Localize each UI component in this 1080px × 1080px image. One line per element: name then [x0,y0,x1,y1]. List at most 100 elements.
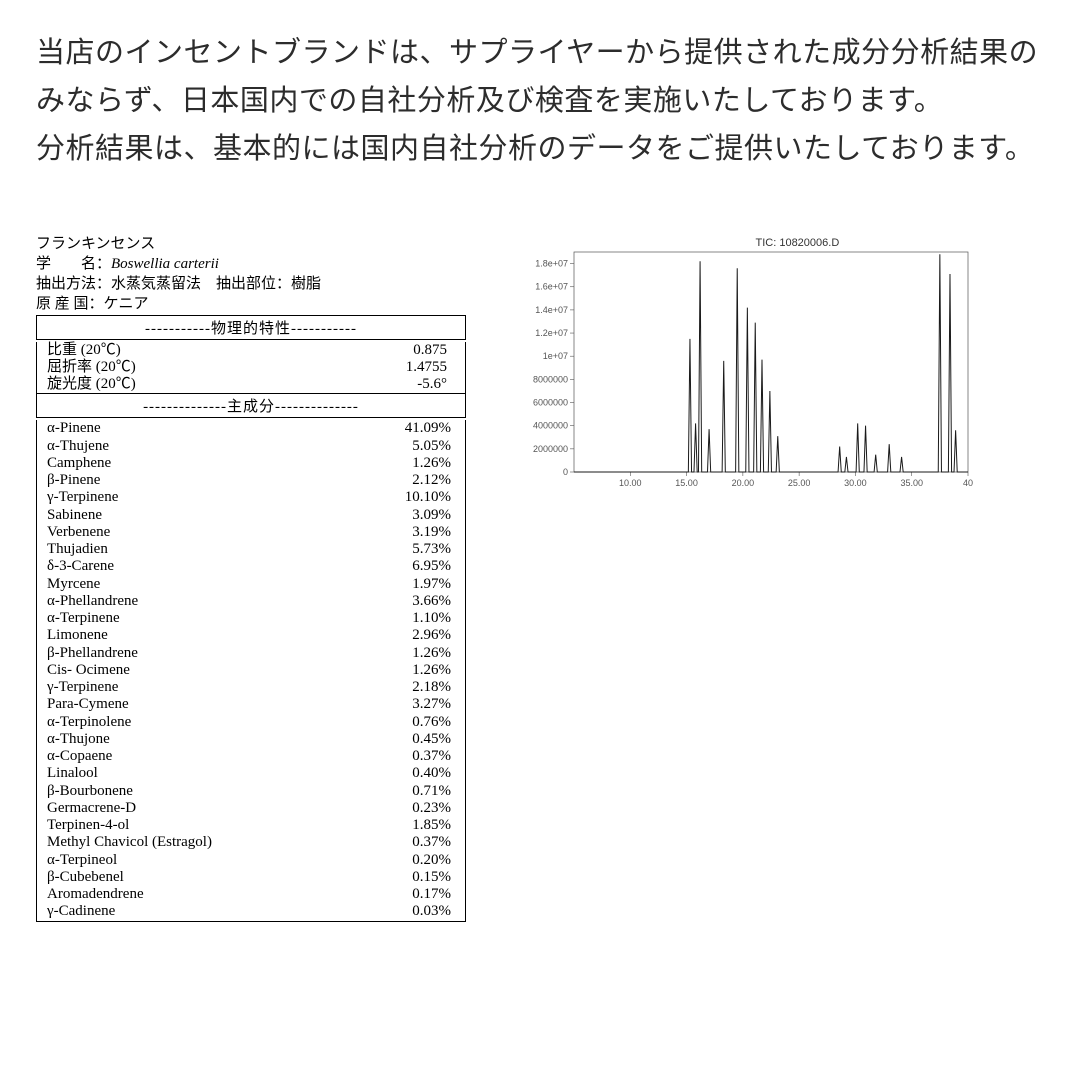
table-row: γ-Terpinene10.10% [37,489,466,506]
compound-pct: 2.12% [328,472,465,489]
composition-table: α-Pinene41.09%α-Thujene5.05%Camphene1.26… [36,420,466,921]
table-row: Limonene2.96% [37,627,466,644]
svg-text:40: 40 [963,478,973,488]
compound-name: Cis- Ocimene [37,662,329,679]
chromatogram-svg: TIC: 10820006.D0200000040000006000000800… [506,234,976,494]
svg-text:15.00: 15.00 [675,478,698,488]
compound-name: Thujadien [37,541,329,558]
table-row: Germacrene-D0.23% [37,800,466,817]
svg-text:1e+07: 1e+07 [543,351,568,361]
compound-name: β-Bourbonene [37,783,329,800]
table-row: α-Pinene41.09% [37,420,466,437]
compound-name: γ-Terpinene [37,489,329,506]
prop-value: 0.875 [328,342,465,359]
compound-name: Para-Cymene [37,696,329,713]
table-row: Thujadien5.73% [37,541,466,558]
svg-text:20.00: 20.00 [732,478,755,488]
compound-name: β-Phellandrene [37,645,329,662]
compound-pct: 10.10% [328,489,465,506]
table-row: β-Pinene2.12% [37,472,466,489]
table-row: γ-Cadinene0.03% [37,903,466,921]
table-row: α-Terpineol0.20% [37,852,466,869]
compound-pct: 41.09% [328,420,465,437]
svg-text:1.8e+07: 1.8e+07 [535,258,568,268]
table-row: α-Thujone0.45% [37,731,466,748]
svg-text:25.00: 25.00 [788,478,811,488]
table-row: 屈折率 (20℃)1.4755 [37,359,466,376]
compound-name: α-Terpinene [37,610,329,627]
compound-pct: 0.20% [328,852,465,869]
svg-text:TIC: 10820006.D: TIC: 10820006.D [756,237,840,249]
extraction-row: 抽出方法：水蒸気蒸留法 抽出部位：樹脂 [36,274,466,294]
intro-p2: 分析結果は、基本的には国内自社分析のデータをご提供いたしております。 [36,126,1044,174]
compound-pct: 2.96% [328,627,465,644]
compound-pct: 1.85% [328,817,465,834]
table-row: α-Terpinene1.10% [37,610,466,627]
compound-name: Sabinene [37,507,329,524]
compound-pct: 0.71% [328,783,465,800]
product-name: フランキンセンス [36,234,466,254]
compound-name: α-Terpinolene [37,714,329,731]
intro-p1: 当店のインセントブランドは、サプライヤーから提供された成分分析結果のみならず、日… [36,30,1044,126]
svg-text:6000000: 6000000 [533,397,568,407]
table-row: 旋光度 (20℃)-5.6° [37,376,466,394]
table-row: β-Phellandrene1.26% [37,645,466,662]
svg-text:2000000: 2000000 [533,443,568,453]
compound-pct: 6.95% [328,558,465,575]
compound-name: Germacrene-D [37,800,329,817]
prop-name: 比重 (20℃) [37,342,329,359]
table-row: α-Copaene0.37% [37,748,466,765]
table-row: δ-3-Carene6.95% [37,558,466,575]
table-row: Camphene1.26% [37,455,466,472]
compound-name: δ-3-Carene [37,558,329,575]
svg-text:10.00: 10.00 [619,478,642,488]
prop-name: 屈折率 (20℃) [37,359,329,376]
compound-name: β-Cubebenel [37,869,329,886]
compound-pct: 1.26% [328,455,465,472]
compound-pct: 0.45% [328,731,465,748]
table-row: Para-Cymene3.27% [37,696,466,713]
svg-text:1.2e+07: 1.2e+07 [535,328,568,338]
compound-pct: 3.09% [328,507,465,524]
compound-pct: 2.18% [328,679,465,696]
table-row: γ-Terpinene2.18% [37,679,466,696]
prop-name: 旋光度 (20℃) [37,376,329,394]
compound-name: α-Thujene [37,438,329,455]
compound-name: β-Pinene [37,472,329,489]
compound-pct: 1.10% [328,610,465,627]
phys-header: -----------物理的特性----------- [36,315,466,340]
compound-name: α-Copaene [37,748,329,765]
table-row: Methyl Chavicol (Estragol)0.37% [37,834,466,851]
compound-name: Aromadendrene [37,886,329,903]
svg-text:35.00: 35.00 [900,478,923,488]
prop-value: 1.4755 [328,359,465,376]
scientific-name-row: 学 名：Boswellia carterii [36,254,466,274]
compound-pct: 1.26% [328,645,465,662]
intro-text: 当店のインセントブランドは、サプライヤーから提供された成分分析結果のみならず、日… [36,30,1044,174]
compound-pct: 3.66% [328,593,465,610]
physical-properties-table: 比重 (20℃)0.875屈折率 (20℃)1.4755旋光度 (20℃)-5.… [36,342,466,395]
compound-pct: 0.37% [328,834,465,851]
compound-name: α-Thujone [37,731,329,748]
analysis-sheet: フランキンセンス 学 名：Boswellia carterii 抽出方法：水蒸気… [36,234,466,922]
comp-header: --------------主成分-------------- [36,394,466,418]
table-row: Linalool0.40% [37,765,466,782]
svg-text:4000000: 4000000 [533,420,568,430]
compound-pct: 0.03% [328,903,465,921]
compound-name: Terpinen-4-ol [37,817,329,834]
compound-pct: 0.17% [328,886,465,903]
compound-pct: 5.73% [328,541,465,558]
table-row: Cis- Ocimene1.26% [37,662,466,679]
compound-name: α-Pinene [37,420,329,437]
table-row: β-Bourbonene0.71% [37,783,466,800]
compound-name: γ-Cadinene [37,903,329,921]
sci-name: Boswellia carterii [111,256,219,272]
svg-text:8000000: 8000000 [533,374,568,384]
compound-name: Limonene [37,627,329,644]
table-row: Aromadendrene0.17% [37,886,466,903]
compound-pct: 3.27% [328,696,465,713]
compound-pct: 1.26% [328,662,465,679]
compound-name: Camphene [37,455,329,472]
compound-name: Verbenene [37,524,329,541]
origin-row: 原 産 国：ケニア [36,294,466,314]
